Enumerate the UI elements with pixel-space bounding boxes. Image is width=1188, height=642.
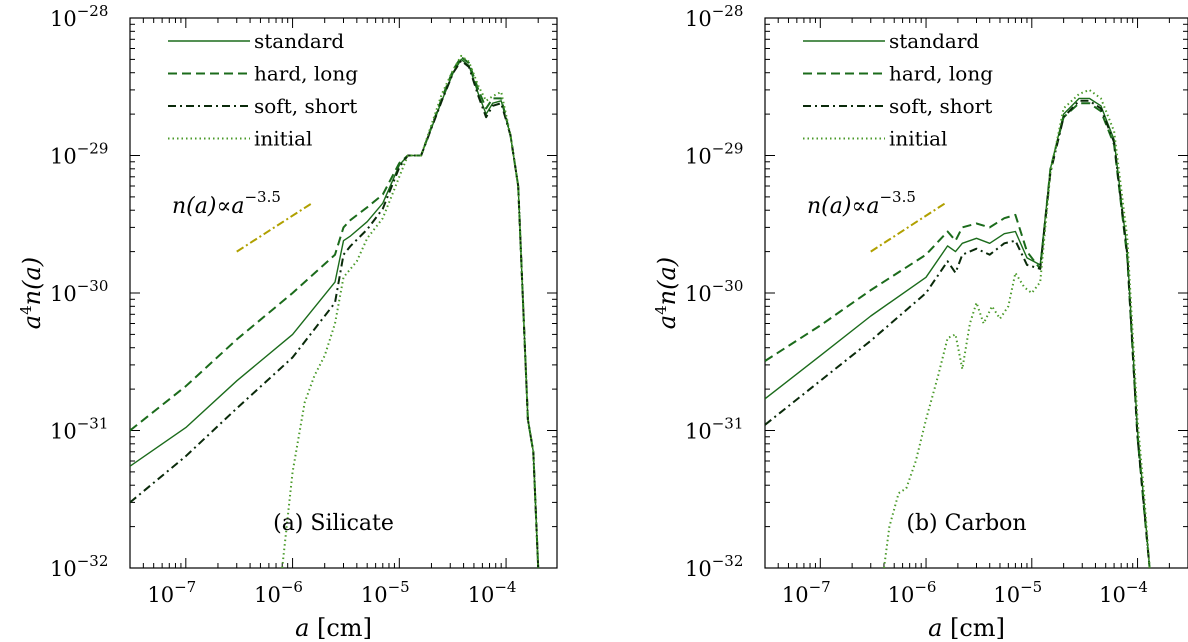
- legend: standard hard, long soft, short initial: [803, 29, 993, 151]
- legend-label: initial: [889, 127, 947, 151]
- y-tick-label: 10−32: [685, 552, 743, 581]
- legend-label: hard, long: [254, 62, 358, 86]
- series-line-soft-short: [765, 99, 1151, 568]
- legend-label: standard: [889, 29, 979, 53]
- legend-label: initial: [254, 127, 312, 151]
- x-tick-label: 10−7: [147, 578, 196, 607]
- panel-label: (b) Carbon: [906, 511, 1026, 536]
- slope-reference-line: [870, 202, 946, 253]
- x-tick-label: 10−4: [1099, 578, 1148, 607]
- chart-panel-carbon: 10−7 10−6 10−5 10−4 10−32 10−31 10−30 10−29 10−2…: [652, 2, 1188, 642]
- slope-reference-line: [236, 202, 312, 253]
- y-tick-label: 10−32: [50, 552, 108, 581]
- legend: standard hard, long soft, short initial: [168, 29, 358, 151]
- y-tick-label: 10−28: [50, 2, 108, 31]
- series-line-hard-long: [130, 56, 540, 568]
- axis-ticks: [129, 17, 558, 569]
- x-axis-title: a [cm]a [cm]: [295, 614, 372, 642]
- series-line-initial: [883, 88, 1151, 568]
- legend-label: soft, short: [254, 94, 357, 118]
- legend-label: hard, long: [889, 62, 993, 86]
- x-tick-label: 10−5: [993, 578, 1042, 607]
- y-axis-title: a4n(a)a^4 n(a): [17, 257, 46, 329]
- legend-label: soft, short: [889, 94, 992, 118]
- series-line-standard: [130, 58, 539, 568]
- slope-annotation: n(a)∝a−3.5: [807, 188, 916, 219]
- series-line-standard: [765, 97, 1151, 568]
- series-group: [765, 88, 1151, 568]
- y-tick-label: 10−29: [685, 140, 743, 169]
- slope-annotation: n(a)∝a−3.5: [172, 188, 281, 219]
- panel-label: (a) Silicate: [273, 511, 394, 536]
- legend-label: standard: [254, 29, 344, 53]
- y-tick-label: 10−31: [685, 415, 743, 444]
- series-line-hard-long: [765, 102, 1151, 568]
- chart-panel-silicate: 10−7 10−6 10−5 10−4 10−32 10−31 10−30 10−29 10−2…: [17, 2, 558, 642]
- y-tick-label: 10−30: [685, 277, 743, 306]
- x-tick-label: 10−7: [782, 578, 831, 607]
- series-line-initial: [281, 54, 540, 568]
- y-tick-label: 10−30: [50, 277, 108, 306]
- y-tick-label: 10−29: [50, 140, 108, 169]
- x-tick-label: 10−4: [468, 578, 517, 607]
- x-axis-title: a [cm]a [cm]: [928, 614, 1005, 642]
- y-tick-label: 10−28: [685, 2, 743, 31]
- y-axis-title: a4n(a)a^4 n(a): [652, 257, 681, 329]
- x-tick-label: 10−6: [888, 578, 937, 607]
- series-group: [130, 54, 540, 568]
- axis-ticks: [764, 17, 1188, 569]
- x-tick-label: 10−5: [361, 578, 410, 607]
- y-tick-label: 10−31: [50, 415, 108, 444]
- x-tick-label: 10−6: [254, 578, 303, 607]
- series-line-soft-short: [130, 59, 540, 568]
